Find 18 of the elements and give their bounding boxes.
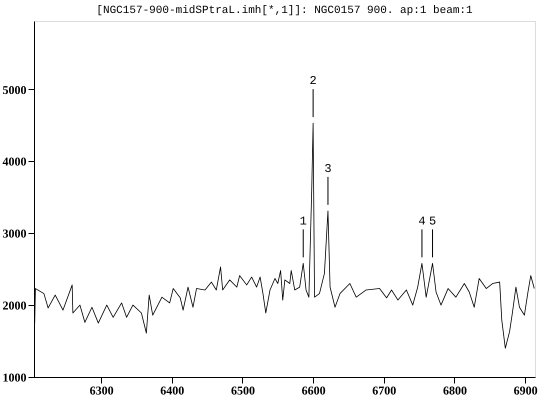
x-tick-label: 6500 xyxy=(230,384,255,398)
x-tick-label: 6800 xyxy=(442,384,467,398)
x-tick-label: 6900 xyxy=(514,384,538,398)
annotation: 5 xyxy=(428,214,436,228)
annotation: 2 xyxy=(310,74,317,88)
x-tick-label: 6700 xyxy=(372,384,396,398)
y-tick-label: 5000 xyxy=(2,82,26,97)
y-tick-label: 1000 xyxy=(2,370,26,384)
annotation: 3 xyxy=(324,162,332,176)
annotation: 1 xyxy=(300,214,307,228)
y-tick-label: 2000 xyxy=(2,298,26,313)
x-tick-label: 6600 xyxy=(302,384,326,398)
x-tick-label: 6400 xyxy=(160,384,184,398)
chart-title: [NGC157-900-midSPtraL.imh[*,1]]: NGC0157 900. ap:1 beam:1 xyxy=(96,5,474,17)
y-tick-label: 4000 xyxy=(2,154,26,169)
x-tick-label: 6300 xyxy=(90,384,114,398)
y-tick-label: 3000 xyxy=(2,226,26,241)
annotation: 4 xyxy=(418,214,426,228)
